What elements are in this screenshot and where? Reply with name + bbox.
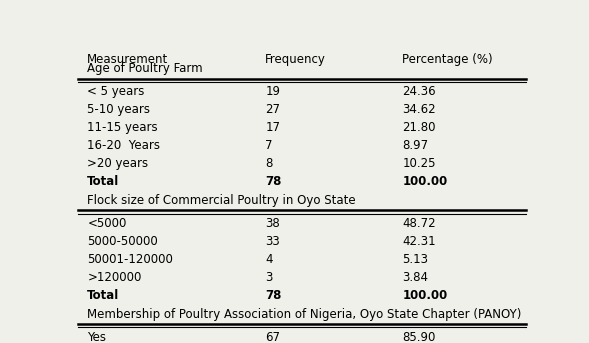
Text: >120000: >120000 — [87, 271, 142, 284]
Text: 7: 7 — [266, 139, 273, 152]
Text: 100.00: 100.00 — [402, 175, 448, 188]
Text: Total: Total — [87, 288, 120, 301]
Text: 50001-120000: 50001-120000 — [87, 253, 173, 266]
Text: 11-15 years: 11-15 years — [87, 121, 158, 134]
Text: 3: 3 — [266, 271, 273, 284]
Text: Flock size of Commercial Poultry in Oyo State: Flock size of Commercial Poultry in Oyo … — [87, 194, 356, 207]
Text: Total: Total — [87, 175, 120, 188]
Text: 8: 8 — [266, 157, 273, 170]
Text: Membership of Poultry Association of Nigeria, Oyo State Chapter (PANOY): Membership of Poultry Association of Nig… — [87, 308, 522, 321]
Text: 27: 27 — [266, 103, 280, 116]
Text: Percentage (%): Percentage (%) — [402, 53, 493, 66]
Text: >20 years: >20 years — [87, 157, 148, 170]
Text: 5-10 years: 5-10 years — [87, 103, 150, 116]
Text: 4: 4 — [266, 253, 273, 266]
Text: 24.36: 24.36 — [402, 85, 436, 98]
Text: 3.84: 3.84 — [402, 271, 428, 284]
Text: Measurement: Measurement — [87, 53, 168, 66]
Text: Frequency: Frequency — [266, 53, 326, 66]
Text: 8.97: 8.97 — [402, 139, 428, 152]
Text: 38: 38 — [266, 217, 280, 230]
Text: 67: 67 — [266, 331, 280, 343]
Text: < 5 years: < 5 years — [87, 85, 145, 98]
Text: 17: 17 — [266, 121, 280, 134]
Text: 5.13: 5.13 — [402, 253, 428, 266]
Text: 48.72: 48.72 — [402, 217, 436, 230]
Text: 10.25: 10.25 — [402, 157, 436, 170]
Text: 100.00: 100.00 — [402, 288, 448, 301]
Text: Age of Poultry Farm: Age of Poultry Farm — [87, 62, 203, 75]
Text: 34.62: 34.62 — [402, 103, 436, 116]
Text: 78: 78 — [266, 288, 282, 301]
Text: 33: 33 — [266, 235, 280, 248]
Text: 16-20  Years: 16-20 Years — [87, 139, 160, 152]
Text: 78: 78 — [266, 175, 282, 188]
Text: 42.31: 42.31 — [402, 235, 436, 248]
Text: <5000: <5000 — [87, 217, 127, 230]
Text: 5000-50000: 5000-50000 — [87, 235, 158, 248]
Text: 21.80: 21.80 — [402, 121, 436, 134]
Text: 85.90: 85.90 — [402, 331, 436, 343]
Text: 19: 19 — [266, 85, 280, 98]
Text: Yes: Yes — [87, 331, 107, 343]
